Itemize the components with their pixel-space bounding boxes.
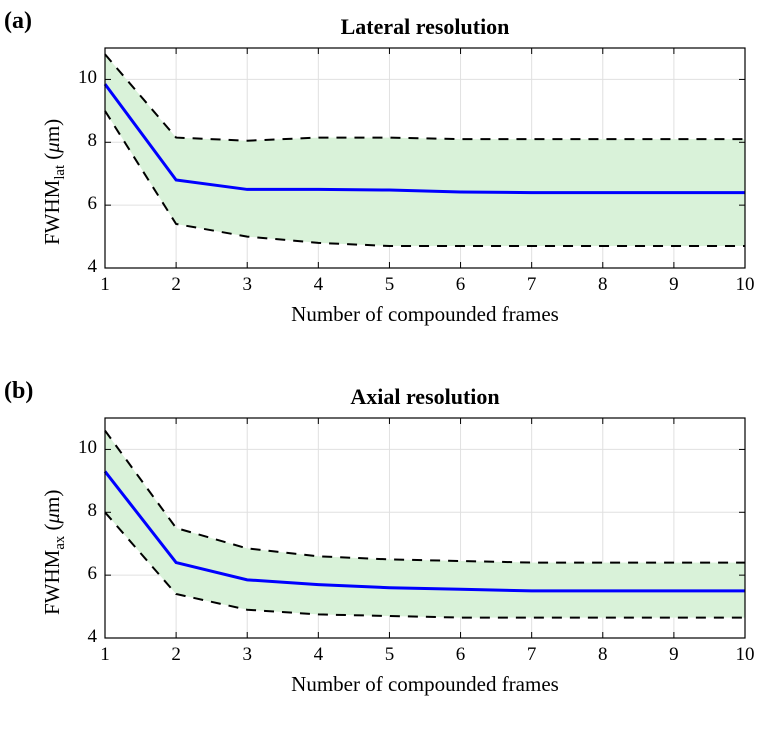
xtick-label: 7 <box>517 274 547 296</box>
xtick-label: 3 <box>232 274 262 296</box>
panel-a-title: Lateral resolution <box>105 14 745 40</box>
ytick-label: 4 <box>67 626 97 648</box>
panel-b-title: Axial resolution <box>105 384 745 410</box>
ytick-label: 10 <box>67 67 97 89</box>
panel-b-plot <box>104 417 746 639</box>
ytick-label: 6 <box>67 563 97 585</box>
xtick-label: 9 <box>659 644 689 666</box>
panel-a-letter: (a) <box>4 8 32 35</box>
xtick-label: 7 <box>517 644 547 666</box>
ytick-label: 10 <box>67 437 97 459</box>
panel-b-letter: (b) <box>4 378 33 405</box>
figure-root: (a) Lateral resolution FWHMlat (μm) Numb… <box>0 0 765 745</box>
panel-a-xlabel: Number of compounded frames <box>105 302 745 327</box>
xtick-label: 10 <box>730 274 760 296</box>
xtick-label: 4 <box>303 644 333 666</box>
xtick-label: 8 <box>588 274 618 296</box>
ytick-label: 6 <box>67 193 97 215</box>
xtick-label: 5 <box>374 644 404 666</box>
xtick-label: 6 <box>446 644 476 666</box>
ytick-label: 8 <box>67 130 97 152</box>
xtick-label: 2 <box>161 274 191 296</box>
xtick-label: 10 <box>730 644 760 666</box>
panel-a-ylabel: FWHMlat (μm) <box>40 119 69 245</box>
xtick-label: 5 <box>374 274 404 296</box>
xtick-label: 8 <box>588 644 618 666</box>
panel-b-ylabel: FWHMax (μm) <box>40 490 69 615</box>
xtick-label: 9 <box>659 274 689 296</box>
xtick-label: 6 <box>446 274 476 296</box>
ytick-label: 8 <box>67 500 97 522</box>
ytick-label: 4 <box>67 256 97 278</box>
panel-a-plot <box>104 47 746 269</box>
panel-b-xlabel: Number of compounded frames <box>105 672 745 697</box>
xtick-label: 3 <box>232 644 262 666</box>
xtick-label: 2 <box>161 644 191 666</box>
xtick-label: 4 <box>303 274 333 296</box>
